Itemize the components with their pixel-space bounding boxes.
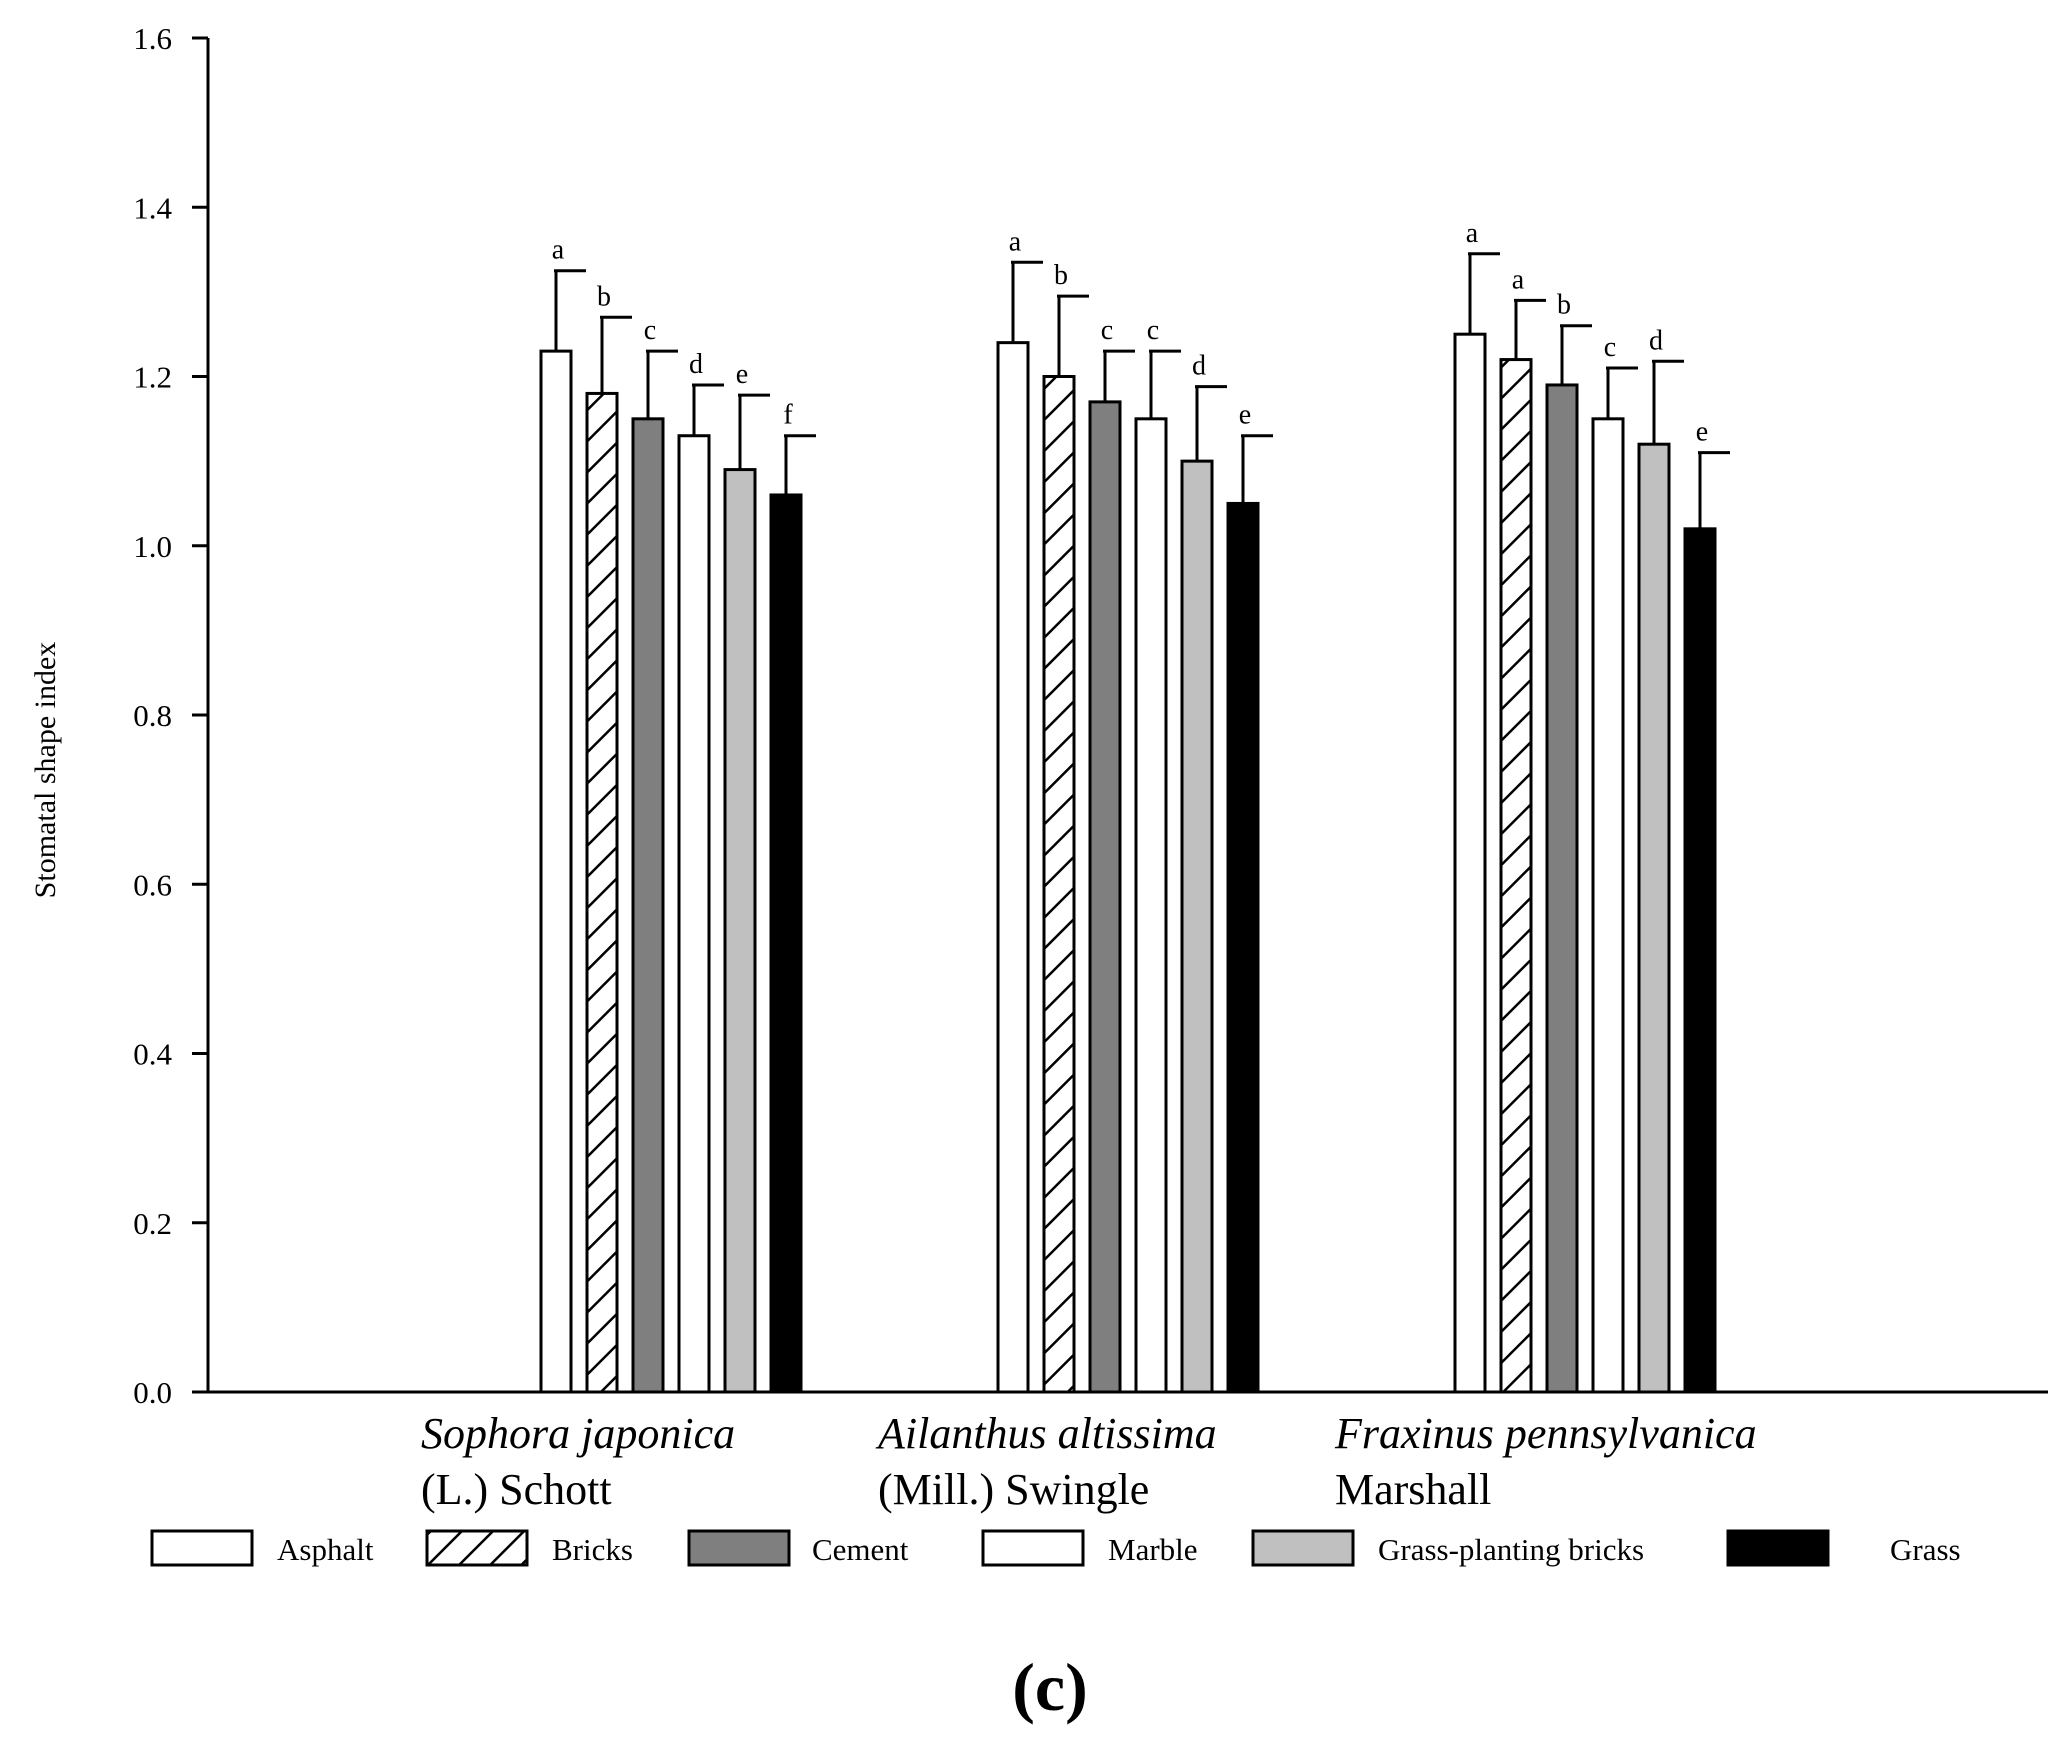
y-tick-label: 0.0 — [133, 1375, 172, 1410]
y-axis-label: Stomatal shape index — [29, 642, 62, 899]
legend-label: Grass-planting bricks — [1378, 1532, 1644, 1567]
bar — [1545, 383, 1579, 1394]
significance-letter: e — [736, 359, 748, 390]
significance-letter: b — [597, 281, 611, 312]
bar — [539, 349, 573, 1394]
significance-letter: c — [1604, 332, 1616, 363]
plot-area: 0.0 0.2 0.4 0.6 0.8 1.0 1.2 1.4 1.6 a b c d e f Sophora… — [133, 21, 2048, 1514]
significance-letter: a — [552, 235, 565, 266]
bar — [1591, 417, 1625, 1394]
y-tick-label: 0.8 — [133, 698, 172, 733]
y-tick-label: 0.2 — [133, 1206, 172, 1241]
bar — [1683, 527, 1717, 1394]
legend-label: Cement — [812, 1532, 909, 1567]
bar — [631, 417, 665, 1394]
legend-label: Asphalt — [277, 1532, 374, 1567]
x-category-label: Ailanthus altissima — [875, 1409, 1217, 1458]
significance-letter: f — [783, 400, 793, 431]
y-tick-label: 1.0 — [133, 529, 172, 564]
bar — [1453, 332, 1487, 1394]
y-tick-label: 1.4 — [133, 190, 172, 225]
legend-swatch — [150, 1529, 254, 1567]
significance-letter: c — [1147, 315, 1159, 346]
x-category-label: Sophora japonica — [421, 1409, 735, 1458]
significance-letter: b — [1054, 260, 1068, 291]
y-tick-label: 0.4 — [133, 1037, 172, 1072]
significance-letter: b — [1557, 290, 1571, 321]
y-tick-label: 0.6 — [133, 867, 172, 902]
significance-letter: c — [644, 315, 656, 346]
legend-swatch — [425, 1529, 529, 1567]
x-category-authority: Marshall — [1335, 1465, 1491, 1514]
significance-letter: c — [1101, 315, 1113, 346]
significance-letter: e — [1239, 400, 1251, 431]
y-tick-label: 1.6 — [133, 21, 172, 56]
legend-swatch — [687, 1529, 791, 1567]
x-category-label: Fraxinus pennsylvanica — [1334, 1409, 1757, 1458]
legend-swatch — [1726, 1529, 1830, 1567]
bar — [1637, 442, 1671, 1394]
legend-label: Marble — [1108, 1532, 1198, 1567]
legend-label: Grass — [1890, 1532, 1961, 1567]
panel-label: (c) — [1012, 1649, 1087, 1725]
significance-letter: d — [1192, 351, 1206, 382]
legend: Asphalt Bricks Cement Marble Grass-planting … — [150, 1529, 1961, 1567]
bar — [677, 434, 711, 1394]
bar — [996, 341, 1030, 1394]
significance-letter: d — [1649, 325, 1663, 356]
significance-letter: e — [1696, 417, 1708, 448]
legend-swatch — [981, 1529, 1085, 1567]
bar — [1226, 501, 1260, 1394]
legend-label: Bricks — [552, 1532, 633, 1567]
bar — [723, 468, 757, 1394]
significance-letter: d — [689, 349, 703, 380]
bar — [769, 493, 803, 1394]
bar — [1180, 459, 1214, 1394]
bar — [1042, 375, 1076, 1394]
y-tick-label: 1.2 — [133, 360, 172, 395]
legend-swatch — [1251, 1529, 1355, 1567]
bar — [1088, 400, 1122, 1394]
bar — [585, 391, 619, 1394]
bar — [1499, 358, 1533, 1394]
bar — [1134, 417, 1168, 1394]
significance-letter: a — [1512, 264, 1525, 295]
significance-letter: a — [1466, 218, 1479, 249]
x-category-authority: (Mill.) Swingle — [878, 1465, 1149, 1514]
significance-letter: a — [1009, 226, 1022, 257]
x-category-authority: (L.) Schott — [421, 1465, 612, 1514]
